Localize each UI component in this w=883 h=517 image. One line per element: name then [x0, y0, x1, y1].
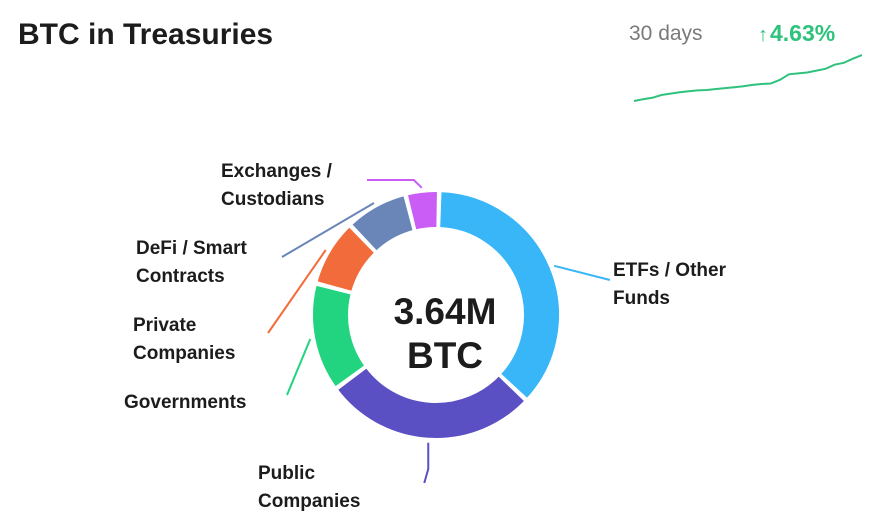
change-value: 4.63%: [770, 20, 836, 46]
leader-line-defi: [281, 202, 375, 258]
up-arrow-icon: ↑: [758, 24, 768, 46]
slice-public-companies[interactable]: [335, 366, 527, 440]
sparkline-path: [633, 54, 862, 102]
total-unit: BTC: [406, 335, 484, 376]
leader-line-private-companies: [267, 249, 327, 334]
label-private-companies: Private Companies: [133, 315, 236, 364]
change-indicator: ↑4.63%: [758, 20, 835, 47]
label-exchanges: Exchanges / Custodians: [221, 161, 332, 210]
label-public-companies: Public Companies: [258, 463, 361, 512]
leader-line-exchanges: [367, 179, 423, 189]
leader-line-public-companies: [423, 442, 430, 484]
leader-line-etfs: [553, 264, 611, 281]
slice-defi[interactable]: [350, 194, 415, 253]
slice-governments[interactable]: [311, 283, 367, 389]
label-defi: DeFi / Smart Contracts: [136, 238, 247, 287]
chart-title: BTC in Treasuries: [18, 18, 274, 51]
slice-exchanges[interactable]: [405, 190, 439, 232]
leader-line-governments: [286, 338, 312, 396]
total-value: 3.64M: [393, 291, 497, 332]
label-governments: Governments: [124, 392, 247, 413]
label-etfs: ETFs / Other Funds: [613, 260, 726, 309]
period-label: 30 days: [629, 22, 703, 45]
slice-private-companies[interactable]: [315, 225, 377, 293]
sparkline: [633, 54, 862, 102]
slice-etfs[interactable]: [438, 190, 561, 401]
